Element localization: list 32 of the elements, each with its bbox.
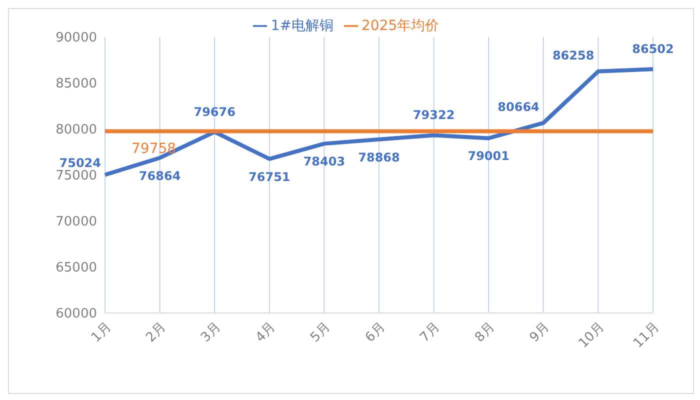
legend-label: 2025年均价 [362,18,440,34]
data-label: 76751 [248,170,290,184]
data-label: 86502 [632,42,674,56]
x-tick-label: 5月 [308,320,334,346]
data-label: 78868 [358,150,400,164]
data-label: 75024 [59,156,101,170]
y-tick-label: 65000 [56,260,97,276]
data-label: 78403 [303,154,346,169]
y-tick-label: 85000 [56,76,97,92]
x-tick-label: 7月 [418,320,444,346]
x-tick-label: 9月 [527,320,553,346]
x-tick-label: 6月 [362,320,388,346]
x-tick-label: 2月 [144,320,170,346]
data-label: 79758 [132,141,176,158]
legend-label: 1#电解铜 [270,18,334,34]
data-label: 86258 [552,48,594,62]
data-label: 79001 [468,149,510,164]
data-label: 80664 [498,100,540,114]
data-label: 76864 [138,168,181,183]
data-label: 79676 [194,104,236,119]
x-tick-label: 1月 [88,320,114,346]
x-tick-label: 10月 [576,320,608,352]
x-tick-label: 8月 [472,320,498,346]
y-tick-label: 80000 [56,122,97,138]
x-tick-label: 3月 [198,320,224,346]
x-tick-label: 11月 [630,320,662,352]
y-tick-label: 90000 [56,30,97,46]
x-tick-label: 4月 [253,320,279,346]
y-tick-label: 75000 [56,168,97,184]
y-tick-label: 60000 [56,306,97,322]
y-tick-label: 70000 [56,214,97,230]
data-label: 79322 [412,108,455,122]
